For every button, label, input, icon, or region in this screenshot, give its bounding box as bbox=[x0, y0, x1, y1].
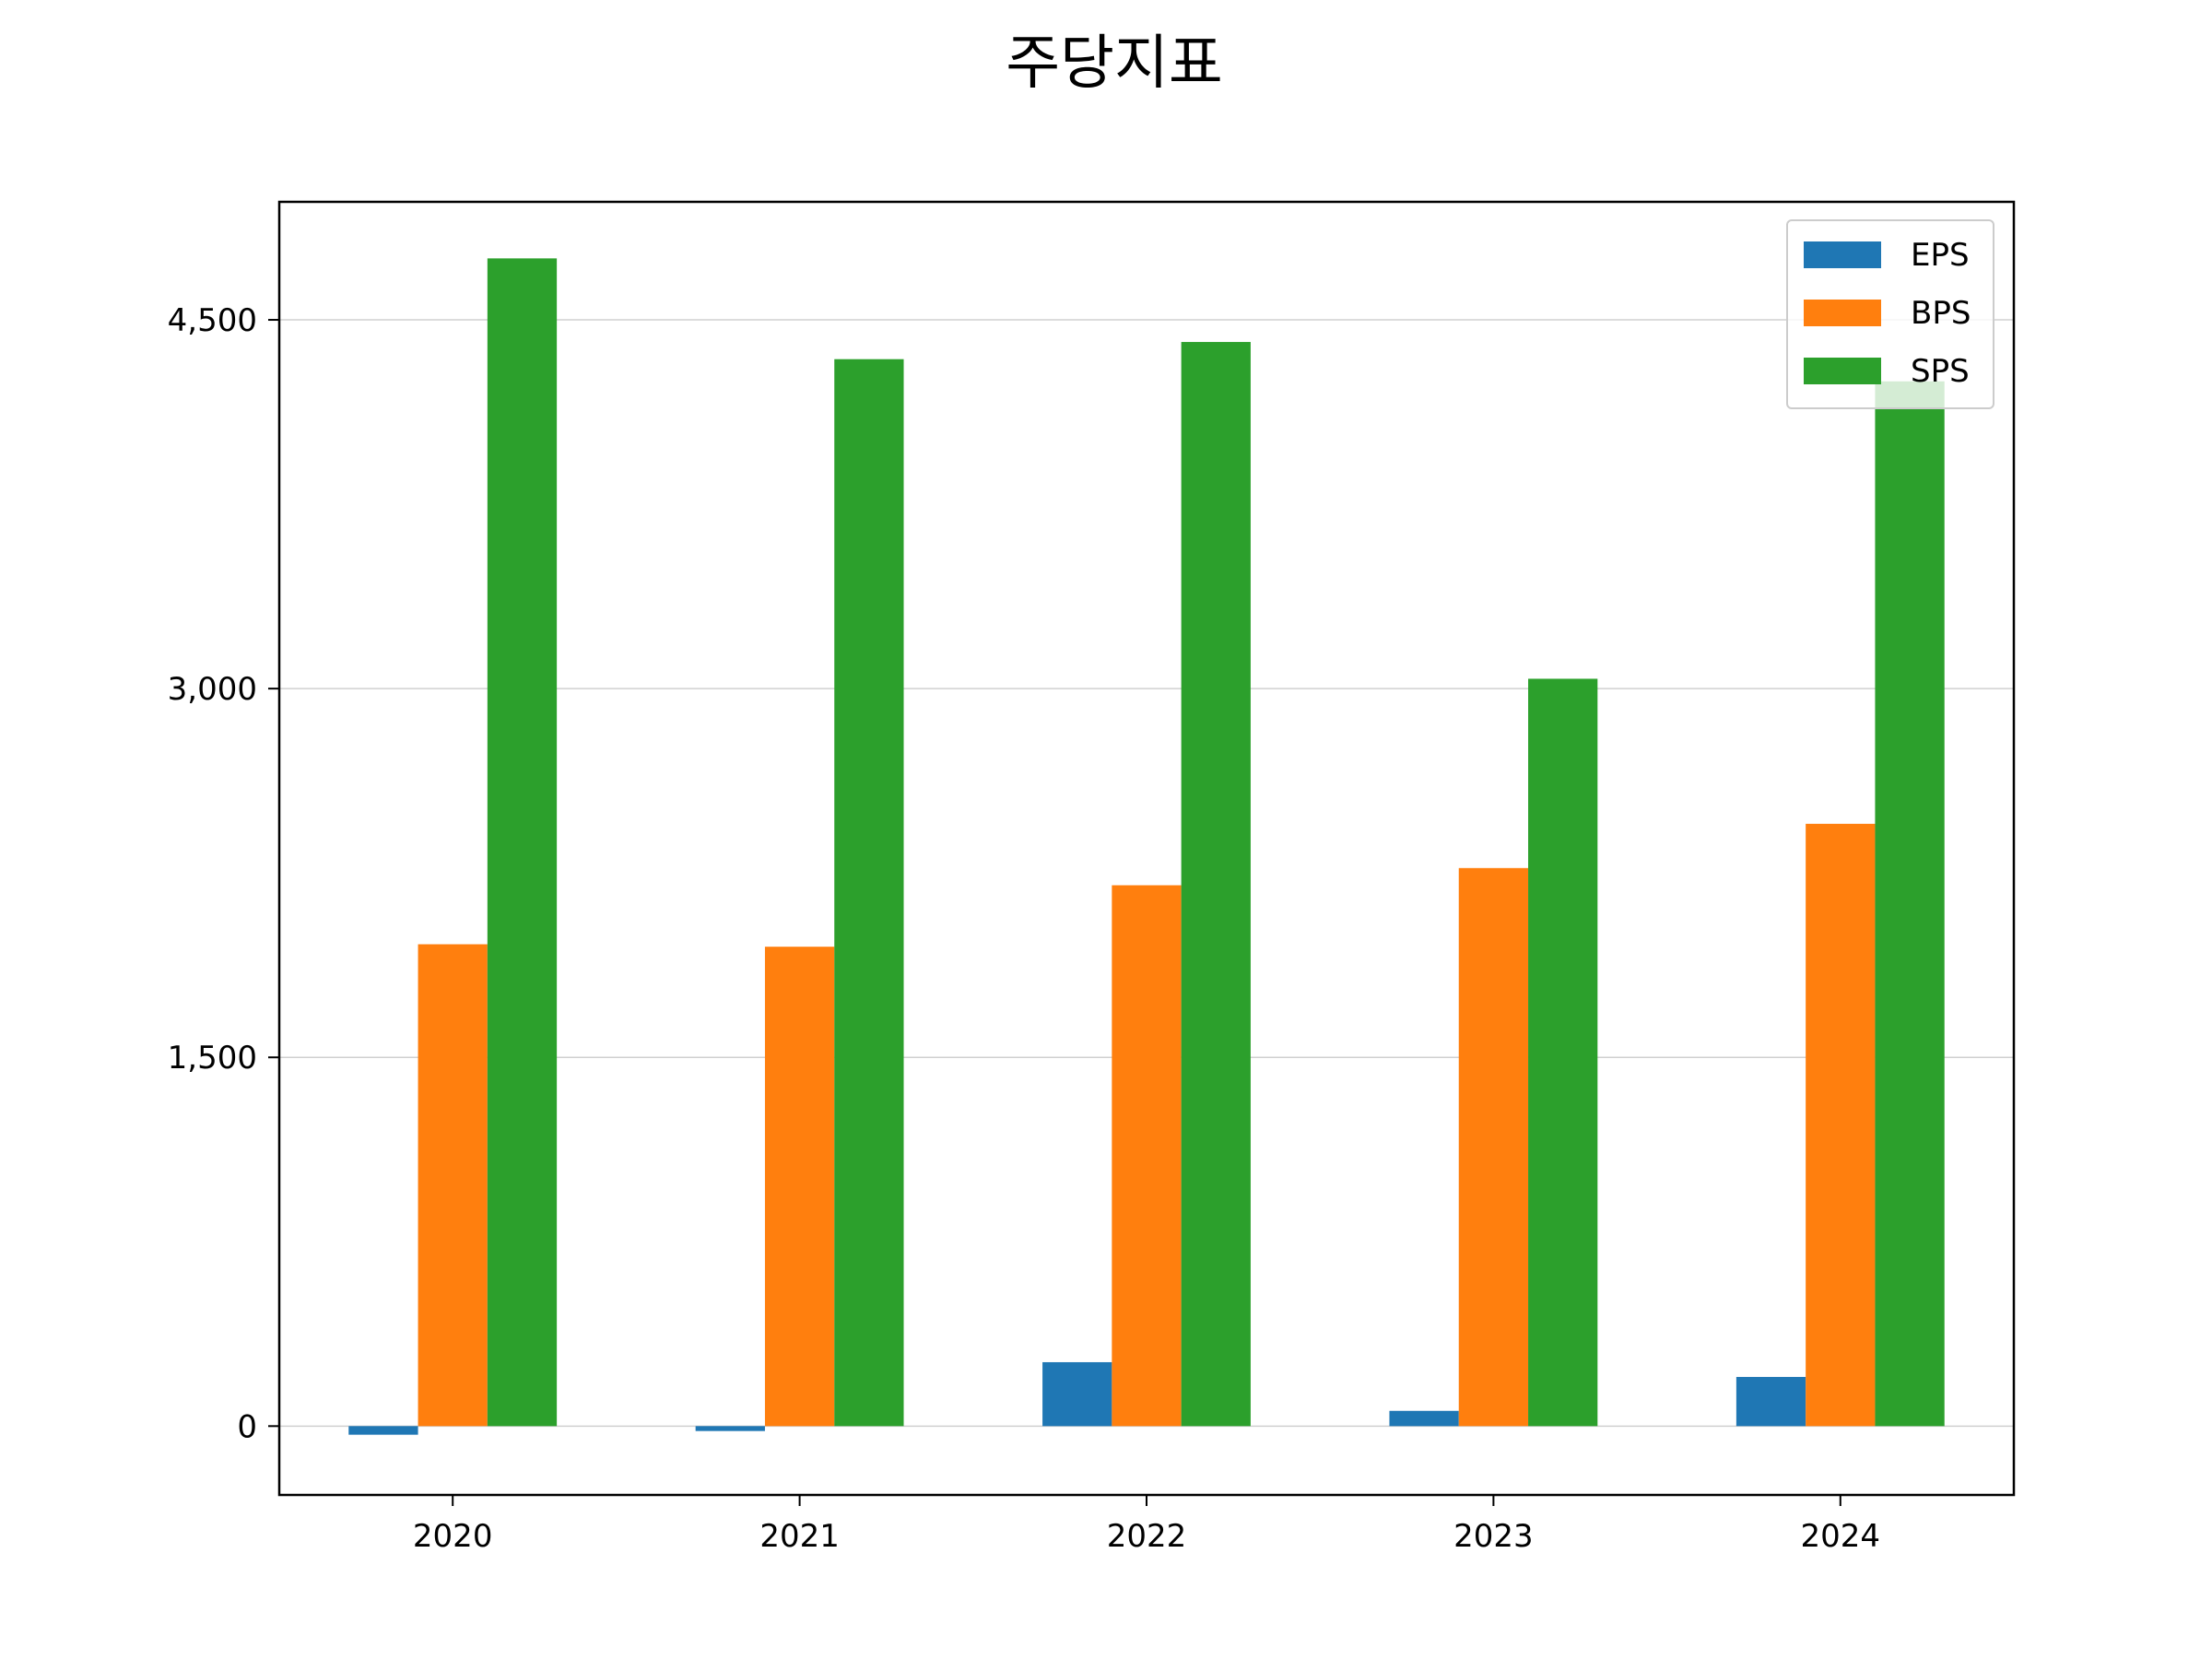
chart-title: 주당지표 bbox=[1006, 29, 1223, 98]
x-tick-label: 2021 bbox=[759, 1518, 840, 1555]
bar-bps-2021 bbox=[764, 947, 835, 1427]
y-tick-label: 3,000 bbox=[168, 671, 257, 708]
bar-bps-2024 bbox=[1806, 823, 1876, 1427]
bar-sps-2023 bbox=[1528, 678, 1598, 1427]
plot-frame bbox=[277, 200, 2016, 1497]
bar-eps-2020 bbox=[348, 1426, 418, 1435]
bar-sps-2022 bbox=[1181, 342, 1251, 1427]
bar-eps-2021 bbox=[695, 1426, 765, 1431]
bar-sps-2020 bbox=[487, 258, 558, 1427]
x-tick-label: 2024 bbox=[1801, 1518, 1881, 1555]
bar-bps-2020 bbox=[418, 944, 488, 1427]
legend-label-sps: SPS bbox=[1911, 353, 1970, 390]
bar-bps-2023 bbox=[1458, 867, 1529, 1427]
bar-sps-2021 bbox=[834, 359, 904, 1427]
axes: 0 1,500 3,000 4,500 2020 2021 2022 2023 2024 bbox=[168, 302, 1880, 1555]
legend-swatch-sps bbox=[1804, 358, 1881, 384]
legend-swatch-bps bbox=[1804, 300, 1881, 326]
y-tick-label: 4,500 bbox=[168, 302, 257, 339]
y-tick-label: 1,500 bbox=[168, 1040, 257, 1077]
bar-eps-2022 bbox=[1042, 1361, 1112, 1427]
legend-label-eps: EPS bbox=[1911, 237, 1970, 274]
legend: EPS BPS SPS bbox=[1786, 219, 1994, 409]
bar-eps-2024 bbox=[1735, 1376, 1806, 1427]
x-tick-label: 2023 bbox=[1453, 1518, 1534, 1555]
legend-label-bps: BPS bbox=[1911, 295, 1971, 332]
bar-sps-2024 bbox=[1875, 381, 1945, 1427]
bars bbox=[348, 258, 1945, 1435]
x-tick-label: 2022 bbox=[1107, 1518, 1187, 1555]
bar-eps-2023 bbox=[1389, 1410, 1459, 1427]
bar-bps-2022 bbox=[1112, 885, 1182, 1427]
x-tick-label: 2020 bbox=[413, 1518, 493, 1555]
legend-swatch-eps bbox=[1804, 241, 1881, 268]
y-tick-label: 0 bbox=[237, 1408, 257, 1445]
